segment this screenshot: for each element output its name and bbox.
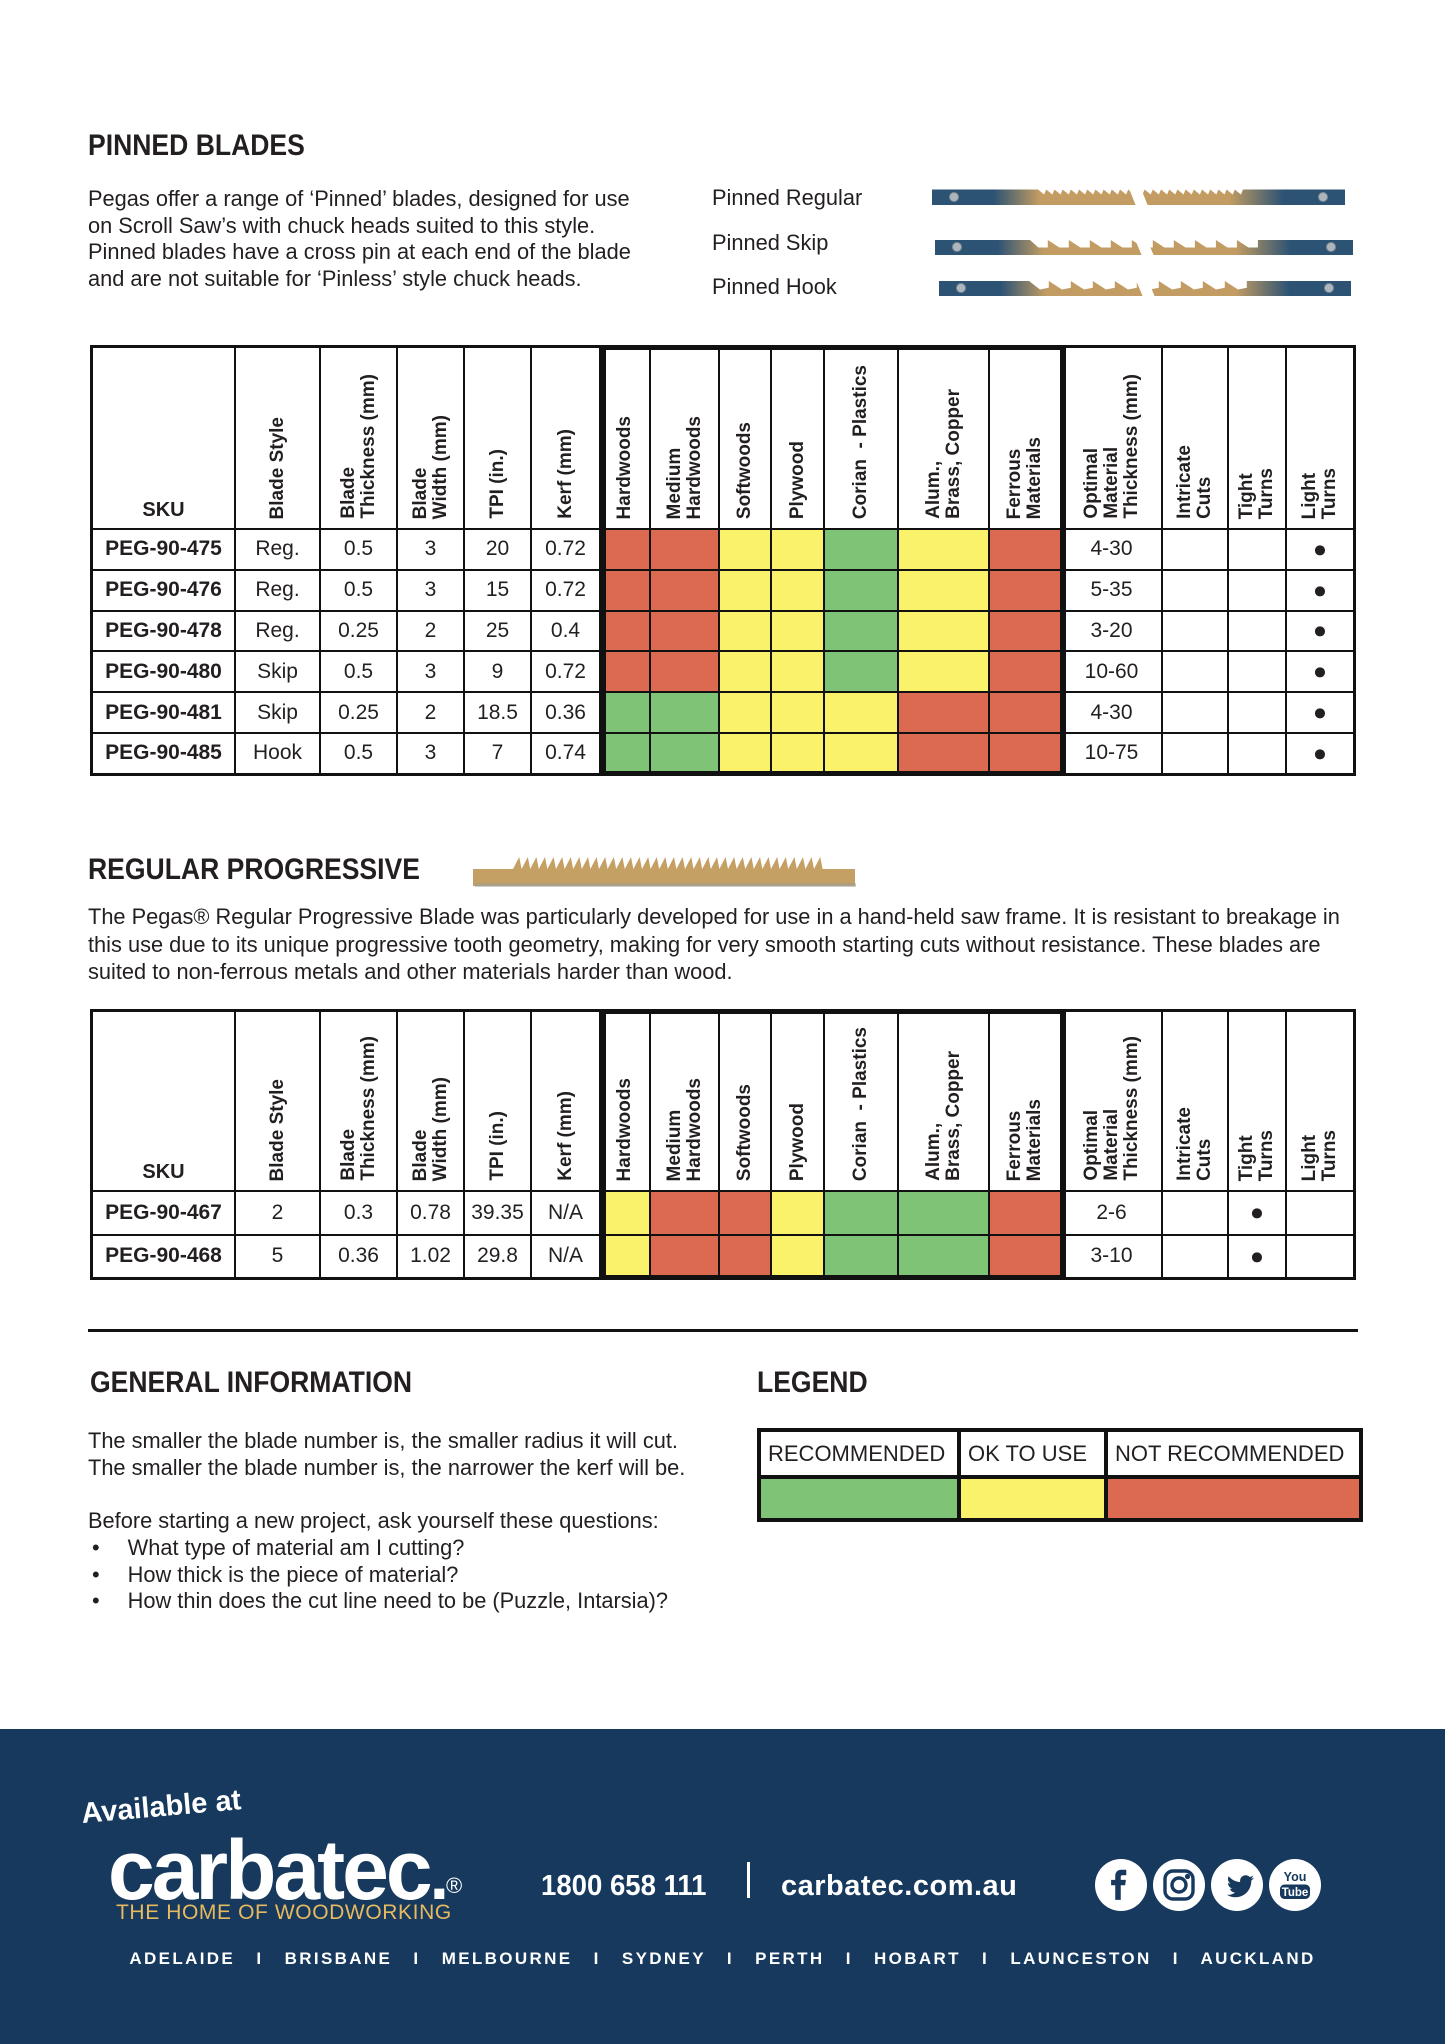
svg-text:Tube: Tube — [1282, 1887, 1309, 1899]
svg-text:You: You — [1284, 1870, 1307, 1884]
